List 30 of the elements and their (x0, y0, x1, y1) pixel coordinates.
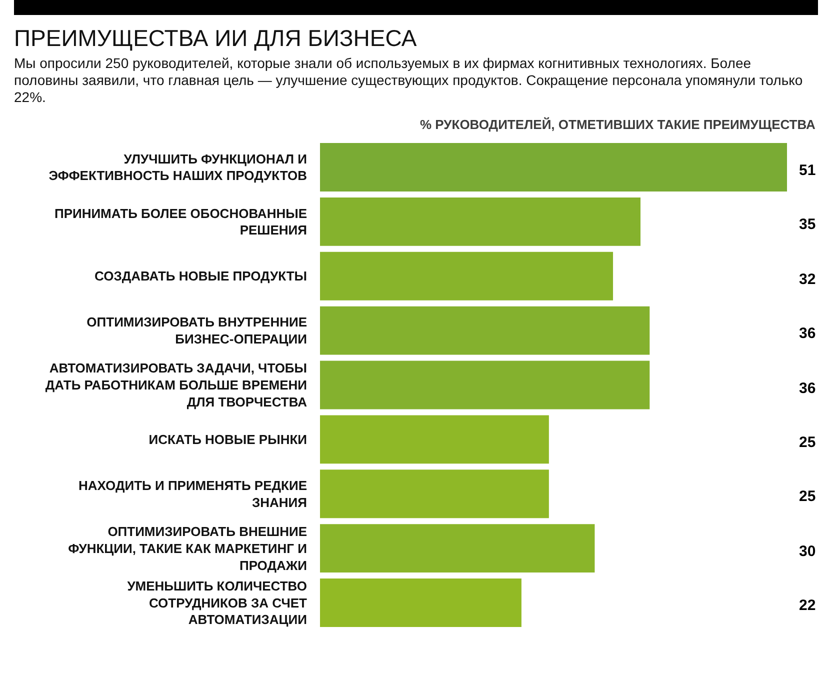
bar (320, 142, 787, 192)
data-label: 36 (799, 380, 816, 397)
data-label: 30 (799, 543, 816, 560)
data-label: 51 (799, 162, 816, 179)
y-tick-label: УМЕНЬШИТЬ КОЛИЧЕСТВО СОТРУДНИКОВ ЗА СЧЕТ АВТОМАТИЗАЦИИ (127, 578, 308, 628)
y-tick-label: СОЗДАВАТЬ НОВЫЕ ПРОДУКТЫ (94, 268, 307, 284)
data-label: 35 (799, 216, 816, 233)
data-label: 25 (799, 434, 816, 451)
bar (320, 524, 595, 573)
y-tick-label: НАХОДИТЬ И ПРИМЕНЯТЬ РЕДКИЕ ЗНАНИЯ (78, 478, 308, 510)
data-label: 32 (799, 271, 816, 288)
data-label: 36 (799, 325, 816, 342)
bar (320, 252, 614, 300)
y-tick-label: ОПТИМИЗИРОВАТЬ ВНУТРЕННИЕ БИЗНЕС-ОПЕРАЦИИ (86, 314, 308, 347)
bar (320, 306, 650, 355)
chart-title: ПРЕИМУЩЕСТВА ИИ ДЛЯ БИЗНЕСА (14, 25, 417, 51)
y-tick-label: ИСКАТЬ НОВЫЕ РЫНКИ (148, 432, 307, 447)
bar (320, 578, 522, 628)
data-label: 25 (799, 488, 816, 505)
y-tick-label: УЛУЧШИТЬ ФУНКЦИОНАЛ И ЭФФЕКТИВНОСТЬ НАШИХ ПРОДУКТОВ (48, 151, 307, 184)
bar (320, 197, 640, 246)
bar (320, 360, 650, 410)
y-tick-label: АВТОМАТИЗИРОВАТЬ ЗАДАЧИ, ЧТОБЫ ДАТЬ РАБОТНИКАМ БОЛЬШЕ ВРЕМЕНИ ДЛЯ ТВОРЧЕСТВА (45, 360, 308, 410)
x-axis-title: % РУКОВОДИТЕЛЕЙ, ОТМЕТИВШИХ ТАКИЕ ПРЕИМУЩЕСТВА (420, 117, 816, 132)
y-tick-label: ПРИНИМАТЬ БОЛЕЕ ОБОСНОВАННЫЕ РЕШЕНИЯ (54, 206, 308, 238)
bar (320, 415, 549, 464)
chart-subtitle: Мы опросили 250 руководителей, которые знали об используемых в их фирмах когнитивных технологиях. Более половины заявили, что главная цель — улучшение существующих продуктов. Сокращение персонала упомянули только 22%. (14, 55, 804, 106)
y-tick-label: ОПТИМИЗИРОВАТЬ ВНЕШНИЕ ФУНКЦИИ, ТАКИЕ КАК МАРКЕТИНГ И ПРОДАЖИ (68, 524, 308, 573)
data-label: 22 (799, 597, 816, 614)
bar (320, 470, 549, 518)
